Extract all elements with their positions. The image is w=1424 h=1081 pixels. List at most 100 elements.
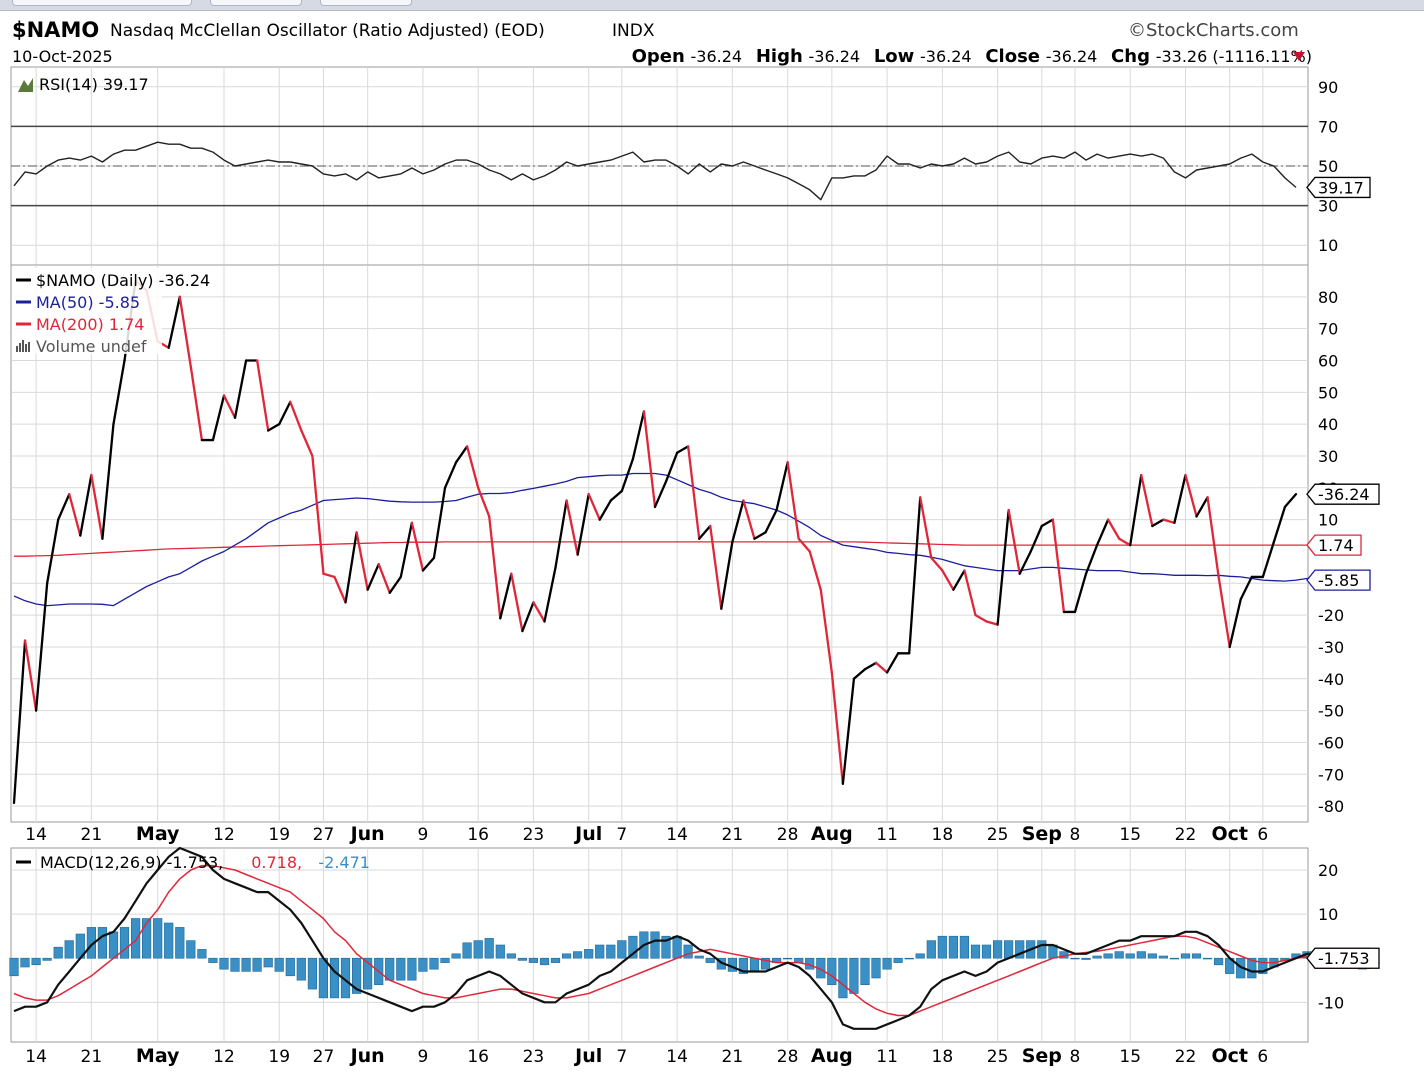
macd-x-tick-label: 15 xyxy=(1119,1047,1141,1067)
macd-histogram-bar xyxy=(782,957,793,960)
price-line-segment xyxy=(1095,518,1110,547)
price-line-segment xyxy=(34,582,49,712)
macd-histogram-bar xyxy=(628,935,638,959)
macd-histogram-bar xyxy=(241,957,251,972)
price-line-segment xyxy=(300,429,314,458)
price-line-segment xyxy=(289,400,303,432)
price-line-segment xyxy=(57,493,71,521)
macd-histogram-bar xyxy=(705,957,715,963)
price-line-segment xyxy=(344,531,358,604)
price-line-segment xyxy=(1007,508,1021,575)
price-line-segment xyxy=(1217,575,1231,649)
price-x-tick-label: 11 xyxy=(876,825,898,845)
price-line-segment xyxy=(1129,473,1143,547)
price-line-segment xyxy=(985,620,999,626)
macd-histogram-bar xyxy=(219,957,229,970)
price-line-segment xyxy=(874,661,889,674)
price-line-segment xyxy=(333,575,347,604)
price-line-segment xyxy=(189,365,204,442)
macd-x-tick-label: Jul xyxy=(573,1045,602,1067)
price-line-segment xyxy=(443,461,458,489)
price-x-tick-label: 21 xyxy=(81,825,103,845)
browser-tab[interactable] xyxy=(320,0,412,6)
change-down-arrow-icon xyxy=(1293,52,1305,61)
price-line-segment xyxy=(830,671,845,785)
macd-histogram-bar xyxy=(915,953,925,959)
price-x-tick-label: 23 xyxy=(523,825,545,845)
price-line-segment xyxy=(885,652,900,674)
chart-date: 10-Oct-2025 xyxy=(12,47,113,66)
price-line-segment xyxy=(499,572,513,620)
macd-histogram-bar xyxy=(539,957,550,966)
macd-histogram-bar xyxy=(351,957,362,994)
macd-histogram-bar xyxy=(64,940,74,959)
price-line-segment xyxy=(46,518,60,585)
price-x-tick-label: 6 xyxy=(1257,825,1268,845)
macd-histogram-bar xyxy=(981,944,992,959)
price-x-tick-label: 22 xyxy=(1175,825,1197,845)
macd-histogram-bar xyxy=(1015,940,1025,959)
macd-x-tick-label: Sep xyxy=(1022,1045,1062,1067)
macd-histogram-bar xyxy=(1258,957,1268,974)
price-line-segment xyxy=(23,639,38,712)
price-line-segment xyxy=(410,521,425,572)
price-line-segment xyxy=(1272,505,1287,544)
price-line-segment xyxy=(764,508,778,534)
macd-histogram-bar xyxy=(550,957,561,963)
macd-x-tick-label: 21 xyxy=(81,1047,103,1067)
macd-histogram-bar xyxy=(595,944,605,959)
macd-x-tick-label: 23 xyxy=(523,1047,545,1067)
macd-histogram-bar xyxy=(672,935,682,959)
macd-histogram-bar xyxy=(429,957,439,970)
macd-histogram-bar xyxy=(517,957,527,961)
macd-histogram-bar xyxy=(1125,953,1135,959)
macd-histogram-bar xyxy=(9,957,19,977)
macd-histogram-bar xyxy=(617,940,627,959)
macd-histogram-bar xyxy=(252,957,262,972)
macd-histogram-bar xyxy=(407,957,417,981)
price-panel-y-tick-label: 60 xyxy=(1318,351,1338,370)
price-line-segment xyxy=(587,493,601,521)
volume-icon-bar xyxy=(19,343,21,352)
price-line-segment xyxy=(653,480,668,509)
price-line-segment xyxy=(267,422,281,432)
change-label: Chg xyxy=(1111,46,1150,67)
browser-tab[interactable] xyxy=(210,0,302,6)
price-line-segment xyxy=(576,493,590,556)
macd-histogram-bar xyxy=(1103,953,1113,959)
price-legend-label: $NAMO (Daily) -36.24 xyxy=(36,271,210,290)
price-x-tick-label: 21 xyxy=(722,825,744,845)
macd-histogram-bar xyxy=(462,942,472,959)
macd-x-tick-label: 8 xyxy=(1070,1047,1081,1067)
price-x-tick-label: Jul xyxy=(573,823,602,845)
price-line-segment xyxy=(952,569,966,591)
price-line-segment xyxy=(543,566,557,623)
macd-histogram-bar xyxy=(440,957,450,963)
ma200-last-value-tag-box xyxy=(1306,534,1362,556)
price-x-tick-label: 9 xyxy=(417,825,428,845)
macd-histogram-bar xyxy=(175,927,185,959)
price-line-segment xyxy=(1195,496,1209,518)
macd-x-tick-label: 16 xyxy=(467,1047,489,1067)
ma50-line xyxy=(13,472,1341,607)
macd-histogram-bar xyxy=(418,957,428,972)
price-line-segment xyxy=(1073,572,1088,614)
price-panel-y-tick-label: 50 xyxy=(1318,383,1338,402)
price-line-segment xyxy=(852,668,867,680)
price-line-segment xyxy=(432,486,447,559)
low-label: Low xyxy=(873,46,915,67)
price-line-segment xyxy=(421,556,436,572)
price-line-segment xyxy=(664,451,679,483)
macd-histogram-bar xyxy=(1092,955,1102,959)
macd-histogram-bar xyxy=(683,944,693,959)
price-line-segment xyxy=(1151,518,1165,528)
macd-histogram-bar xyxy=(1247,957,1257,979)
macd-histogram-bar xyxy=(318,957,329,999)
macd-histogram-bar xyxy=(1158,955,1168,959)
browser-tab[interactable] xyxy=(12,0,192,6)
macd-x-tick-label: 12 xyxy=(213,1047,235,1067)
macd-histogram-bar xyxy=(694,955,704,959)
price-x-tick-label: 7 xyxy=(616,825,627,845)
open-value: -36.24 xyxy=(690,47,743,66)
macd-x-tick-label: May xyxy=(136,1045,180,1067)
